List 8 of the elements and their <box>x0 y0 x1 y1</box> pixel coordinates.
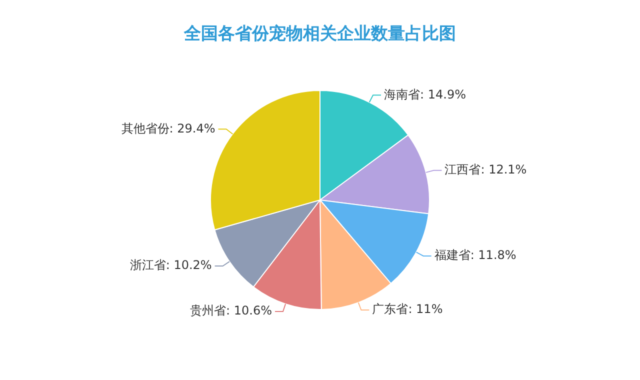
slice-label: 江西省: 12.1% <box>444 162 527 177</box>
slice-label: 贵州省: 10.6% <box>190 304 272 318</box>
slice-label: 其他省份: 29.4% <box>121 121 216 136</box>
slice-label: 海南省: 14.9% <box>384 87 466 102</box>
slice-label: 广东省: 11% <box>372 302 443 316</box>
chart-title: 全国各省份宠物相关企业数量占比图 <box>182 23 457 45</box>
slice-label: 福建省: 11.8% <box>434 248 516 262</box>
slice-label: 浙江省: 10.2% <box>130 258 212 272</box>
